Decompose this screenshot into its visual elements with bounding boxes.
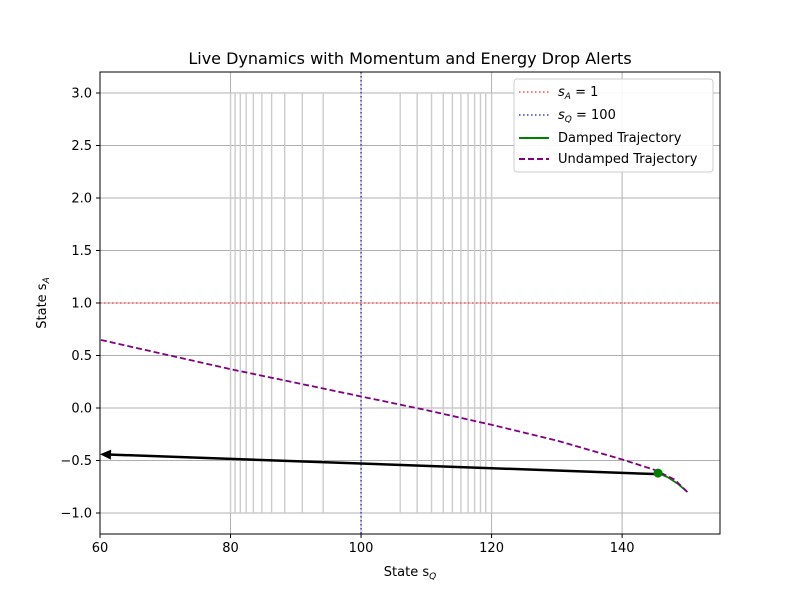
y-axis-label: State sA <box>35 277 52 329</box>
y-tick-label: −0.5 <box>60 454 92 469</box>
legend-sub-sq: Q <box>565 115 572 125</box>
reference-lines <box>100 72 720 534</box>
legend-box <box>513 78 714 173</box>
x-tick-label: 80 <box>222 541 239 556</box>
x-tick-label: 120 <box>479 541 504 556</box>
y-axis-label-main: State s <box>35 283 50 329</box>
y-tick-label: 1.5 <box>71 244 92 259</box>
current-state-marker <box>653 468 663 478</box>
y-tick-label: 0.0 <box>71 402 92 417</box>
legend-label-sa-line: sA = 1 <box>558 85 598 102</box>
y-axis-ticks: −1.0 −0.5 0.0 0.5 1.0 1.5 2.0 2.5 3.0 <box>60 87 100 522</box>
legend-label-damped: Damped Trajectory <box>558 131 682 146</box>
y-tick-label: −1.0 <box>60 507 92 522</box>
chart-title: Live Dynamics with Momentum and Energy D… <box>188 49 631 68</box>
momentum-arrow-layer <box>100 449 663 478</box>
y-axis-label-sub: A <box>42 277 52 284</box>
legend-label-undamped: Undamped Trajectory <box>558 152 698 167</box>
legend-label-sq-line: sQ = 100 <box>558 108 616 125</box>
y-tick-label: 3.0 <box>71 87 92 102</box>
x-axis-ticks: 60 80 100 120 140 <box>92 534 635 556</box>
x-tick-label: 60 <box>92 541 109 556</box>
legend-sub-sa: A <box>564 92 571 102</box>
x-tick-label: 100 <box>349 541 374 556</box>
legend-entry-damped: Damped Trajectory <box>519 131 682 146</box>
momentum-arrow-shaft <box>110 453 659 476</box>
y-tick-label: 2.0 <box>71 192 92 207</box>
legend-rest-sq: = 100 <box>572 108 616 123</box>
momentum-arrow-head <box>100 449 112 460</box>
x-axis-label-sub: Q <box>429 572 436 582</box>
series-layer <box>99 338 688 493</box>
y-tick-label: 1.0 <box>71 297 92 312</box>
legend-var-sq: s <box>558 108 565 123</box>
legend-entry-sa-line: sA = 1 <box>519 85 598 102</box>
legend-entry-undamped: Undamped Trajectory <box>519 152 698 167</box>
y-tick-label: 0.5 <box>71 349 92 364</box>
undamped-trajectory-line <box>99 338 688 493</box>
legend: sA = 1 sQ = 100 Damped Trajectory Undamp… <box>513 78 714 173</box>
x-axis-label: State sQ <box>384 565 436 582</box>
legend-rest-sa: = 1 <box>571 85 598 100</box>
x-tick-label: 140 <box>610 541 635 556</box>
legend-entry-sq-line: sQ = 100 <box>519 108 616 125</box>
damped-trajectory-line <box>657 472 688 493</box>
y-tick-label: 2.5 <box>71 139 92 154</box>
legend-var-sa: s <box>558 85 565 100</box>
x-axis-label-main: State s <box>384 565 430 580</box>
